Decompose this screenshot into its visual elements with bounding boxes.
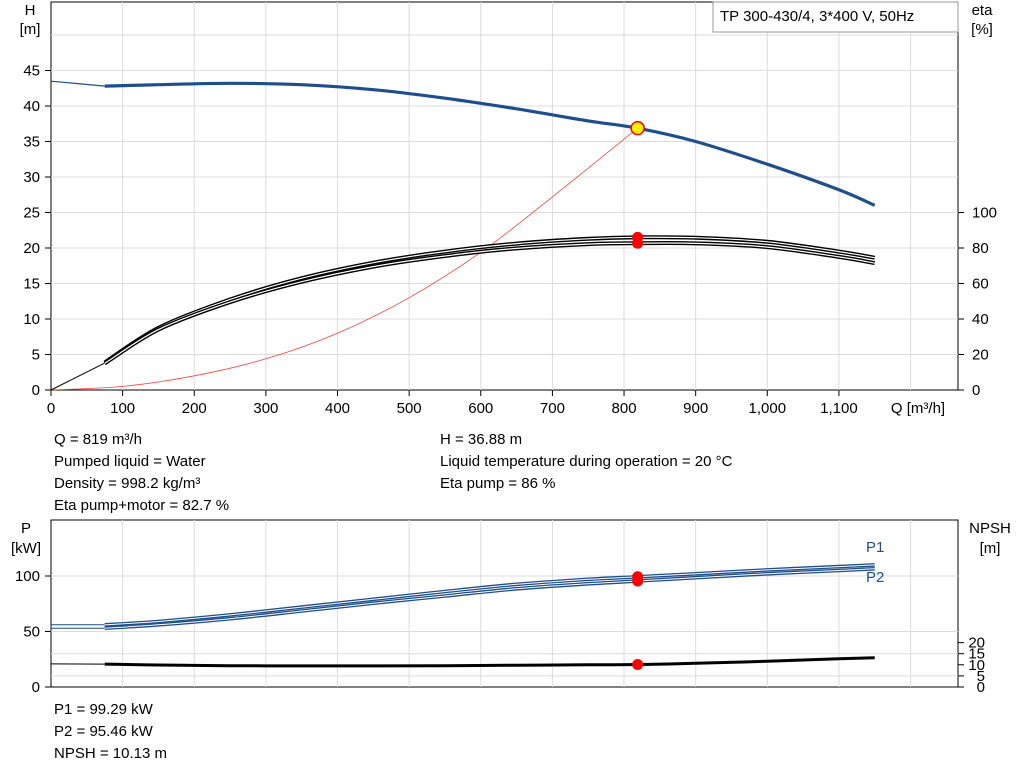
eta-pump-curve-center	[104, 236, 875, 364]
right-tick-label: 80	[972, 240, 989, 257]
right-tick-label: 20	[972, 347, 989, 364]
npsh-tick-label: 20	[968, 635, 985, 652]
system-curve-line	[50, 127, 638, 391]
result-eta-pump-motor: Eta pump+motor = 82.7 %	[54, 497, 230, 514]
results-right: H = 36.88 m Liquid temperature during op…	[440, 429, 732, 495]
left-tick-label: 25	[23, 205, 40, 222]
result-density: Density = 998.2 kg/m³	[54, 475, 201, 492]
right-axis-label: eta	[972, 2, 994, 19]
npsh-tick-label: 10	[968, 657, 985, 674]
left-tick-label: 30	[23, 169, 40, 186]
result-npsh: NPSH = 10.13 m	[54, 745, 167, 762]
x-tick-label: 900	[683, 400, 708, 417]
head-curve-extension	[50, 80, 105, 87]
x-tick-label: 100	[110, 400, 135, 417]
left-tick-label: 35	[23, 134, 40, 151]
power-tick-label: 0	[32, 679, 40, 696]
npsh-tick-label: 0	[977, 679, 985, 696]
left-tick-label: 10	[23, 311, 40, 328]
right-tick-label: 60	[972, 276, 989, 293]
p1-curve-center	[104, 564, 875, 626]
p1-series-label: P1	[866, 539, 884, 556]
right-axis-unit: [%]	[971, 21, 993, 38]
left-tick-label: 45	[23, 63, 40, 80]
npsh-axis-label: NPSH	[969, 520, 1011, 537]
left-tick-label: 5	[32, 347, 40, 364]
power-axis-label: P	[21, 520, 31, 537]
result-liquid: Pumped liquid = Water	[54, 453, 206, 470]
x-tick-label: 1,100	[820, 400, 858, 417]
npsh-curve-line	[104, 656, 875, 668]
npsh-tick-label: 5	[977, 668, 985, 685]
power-axis-unit: [kW]	[11, 540, 41, 557]
x-tick-label: 0	[47, 400, 55, 417]
x-tick-label: 300	[253, 400, 278, 417]
left-tick-label: 0	[32, 382, 40, 399]
left-axis-unit: [m]	[20, 21, 41, 38]
right-tick-label: 100	[972, 205, 997, 222]
chart-title-box	[712, 1, 959, 33]
top-plot-frame	[50, 1, 959, 391]
head-curve-line	[104, 81, 876, 207]
chart-title: TP 300-430/4, 3*400 V, 50Hz	[720, 8, 914, 25]
npsh-tick-label: 15	[968, 646, 985, 663]
result-eta-pump: Eta pump = 86 %	[440, 475, 556, 492]
x-tick-label: 700	[540, 400, 565, 417]
npsh-axis-unit: [m]	[980, 540, 1001, 557]
right-tick-label: 40	[972, 311, 989, 328]
x-tick-label: 1,000	[749, 400, 787, 417]
left-tick-label: 15	[23, 276, 40, 293]
left-tick-label: 40	[23, 98, 40, 115]
x-tick-label: 400	[325, 400, 350, 417]
results-left: Q = 819 m³/h Pumped liquid = Water Densi…	[54, 429, 229, 517]
eta-curve-extension	[50, 362, 105, 391]
result-p2: P2 = 95.46 kW	[54, 723, 153, 740]
result-head: H = 36.88 m	[440, 431, 523, 448]
npsh-operating-point	[632, 659, 644, 671]
p2-operating-point	[632, 575, 644, 587]
bottom-plot-frame	[50, 519, 959, 688]
p2-curve-center	[104, 568, 875, 629]
x-tick-label: 800	[612, 400, 637, 417]
p2-series-label: P2	[866, 569, 884, 586]
x-axis-label: Q [m³/h]	[891, 400, 945, 417]
duty-point-marker	[630, 120, 645, 136]
right-tick-label: 0	[972, 382, 980, 399]
left-tick-label: 20	[23, 240, 40, 257]
left-axis-label: H	[25, 2, 36, 19]
power-tick-label: 100	[15, 568, 40, 585]
result-p1: P1 = 99.29 kW	[54, 701, 153, 718]
eta-pump-motor-operating-point	[632, 237, 644, 249]
x-tick-label: 500	[397, 400, 422, 417]
x-tick-label: 600	[468, 400, 493, 417]
power-tick-label: 50	[23, 624, 40, 641]
results-bottom: P1 = 99.29 kW P2 = 95.46 kW NPSH = 10.13…	[54, 699, 167, 765]
x-tick-label: 200	[182, 400, 207, 417]
result-flow: Q = 819 m³/h	[54, 431, 142, 448]
eta-pump-motor-curve-center	[104, 242, 875, 364]
result-temperature: Liquid temperature during operation = 20…	[440, 453, 733, 470]
